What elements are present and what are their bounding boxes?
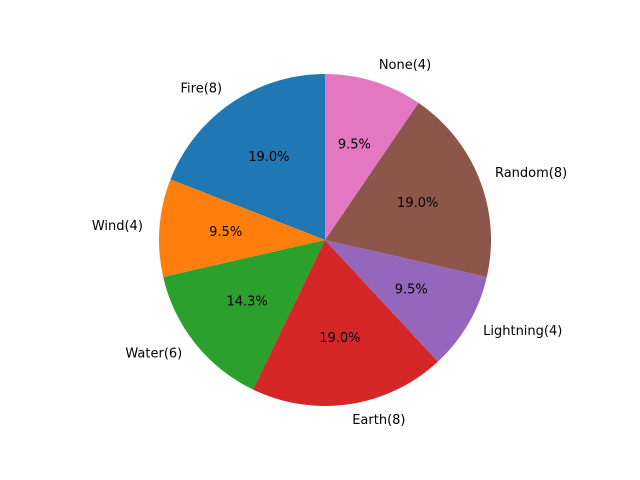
slice-percent-label: 9.5% [338,137,371,152]
slice-label: Wind(4) [92,219,143,234]
slice-label: None(4) [379,58,431,73]
pie-slice [252,240,438,406]
pie-slice [170,74,325,240]
slice-percent-label: 19.0% [319,331,360,346]
slice-label: Earth(8) [352,413,405,428]
slice-label: Water(6) [125,346,182,361]
slice-percent-label: 19.0% [397,196,438,211]
pie-slice [325,74,419,240]
slice-label: Random(8) [495,166,567,181]
pie-slice [163,240,325,390]
pie-slice [325,240,487,362]
slice-label: Lightning(4) [483,324,562,339]
pie-slice [159,179,325,277]
slice-percent-label: 9.5% [395,282,428,297]
pie-labels: Fire(8) 19.0% Wind(4) 9.5% Water(6) 14.3% Eart… [92,58,567,428]
pie-slices [159,74,491,406]
slice-percent-label: 14.3% [226,295,267,310]
slice-percent-label: 9.5% [209,225,242,240]
slice-label: Fire(8) [181,82,223,97]
pie-slice [325,102,491,277]
slice-percent-label: 19.0% [248,150,289,165]
